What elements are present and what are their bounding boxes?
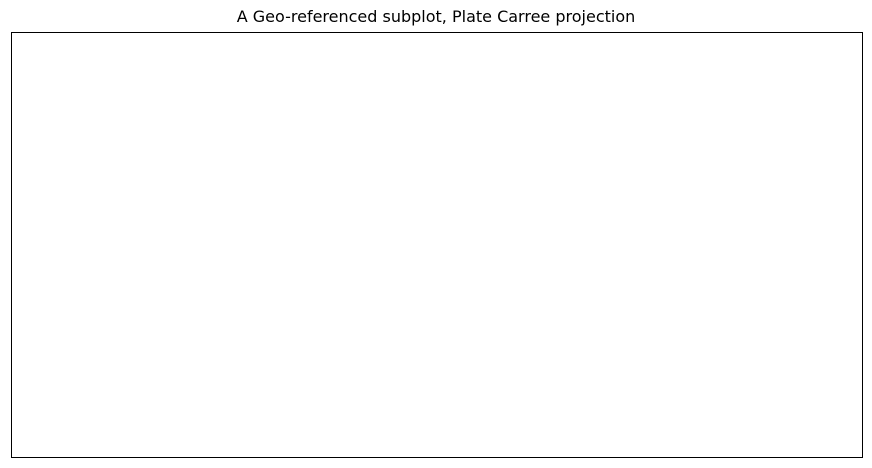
chart-title: A Geo-referenced subplot, Plate Carree p… — [236, 7, 636, 26]
geo-axes-frame — [11, 32, 863, 458]
